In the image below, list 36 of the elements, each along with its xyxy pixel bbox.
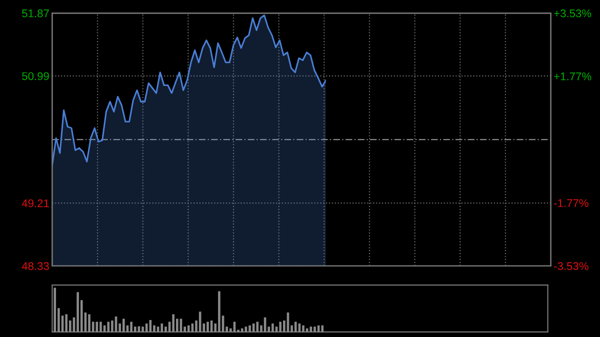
bar [240, 328, 244, 332]
y2-tick-label: -3.53% [554, 262, 588, 270]
bar [107, 322, 110, 332]
bar [294, 322, 297, 332]
bar [88, 314, 90, 332]
bar [142, 326, 144, 332]
bar [176, 318, 178, 332]
bar [172, 314, 174, 332]
y-tick-label: 48.33 [22, 262, 49, 270]
bar [272, 324, 274, 332]
y2-tick-label: -1.77% [554, 199, 588, 207]
y-tick-label: 50.99 [22, 72, 49, 80]
bar [248, 325, 251, 332]
y2-tick-label: +1.77% [554, 72, 592, 80]
bar [314, 326, 316, 332]
bar [244, 326, 248, 332]
bar [54, 288, 56, 332]
bar [310, 326, 312, 332]
bar [160, 324, 164, 332]
bar [156, 326, 160, 332]
bar [100, 322, 102, 332]
bar [130, 322, 132, 332]
bar [111, 320, 114, 332]
bar [76, 292, 79, 332]
y-tick-label: 49.21 [22, 199, 49, 208]
bar [138, 326, 140, 332]
bar [302, 325, 304, 332]
bar [218, 291, 220, 332]
y-tick-label: 51.87 [22, 9, 49, 18]
bar [65, 314, 68, 332]
bar [321, 325, 324, 332]
bar [279, 322, 282, 332]
bar [206, 322, 209, 332]
bar [122, 318, 125, 332]
bar [187, 325, 190, 332]
y2-tick-label: +3.53% [554, 9, 592, 18]
